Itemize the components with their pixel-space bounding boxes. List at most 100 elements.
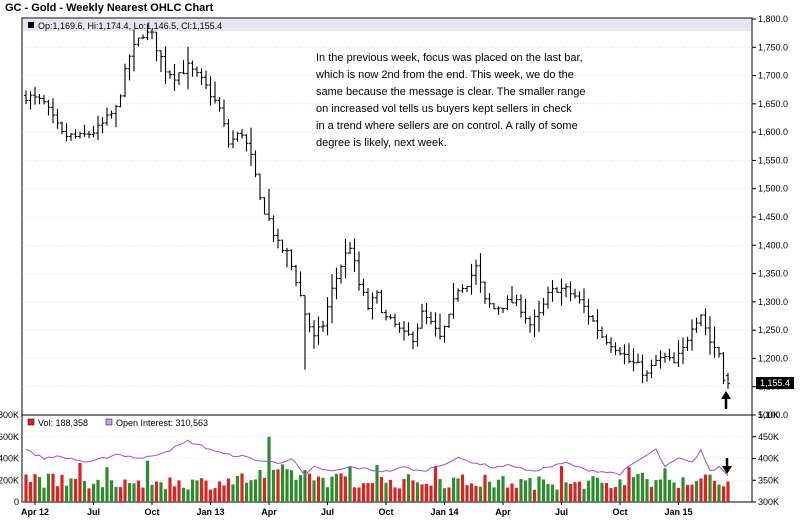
date-tick-label: Oct bbox=[144, 507, 159, 517]
volume-bar bbox=[177, 480, 181, 502]
volume-bar bbox=[478, 486, 483, 502]
volume-bar bbox=[492, 487, 496, 502]
volume-bar bbox=[330, 476, 334, 502]
ohlc-bar bbox=[595, 309, 600, 340]
ohlc-readout: Op:1,169.6, Hi:1,174.4, Lo:1,146.5, Cl:1… bbox=[38, 21, 222, 31]
ohlc-bar bbox=[109, 110, 114, 119]
volume-bar bbox=[469, 483, 474, 502]
volume-bar bbox=[523, 480, 528, 502]
volume-bar bbox=[199, 478, 204, 502]
volume-bar bbox=[658, 479, 663, 502]
price-tick-label: 1,600.0 bbox=[758, 127, 788, 137]
volume-bar bbox=[483, 474, 487, 502]
ohlc-bar bbox=[451, 282, 456, 319]
chart-title: GC - Gold - Weekly Nearest OHLC Chart bbox=[5, 2, 214, 14]
ohlc-bar bbox=[357, 251, 361, 291]
ohlc-bar bbox=[222, 99, 226, 128]
ohlc-bar bbox=[352, 238, 357, 272]
volume-bar bbox=[96, 479, 100, 502]
volume-bar bbox=[550, 484, 555, 502]
price-tick-label: 1,650.0 bbox=[758, 99, 788, 109]
volume-bar bbox=[222, 485, 226, 502]
volume-bar bbox=[361, 483, 366, 502]
ohlc-bar bbox=[262, 197, 267, 215]
ohlc-bar bbox=[96, 115, 100, 141]
volume-bar bbox=[622, 485, 627, 502]
ohlc-bar bbox=[627, 343, 631, 364]
ohlc-bar bbox=[348, 241, 352, 254]
volume-bar bbox=[204, 480, 208, 502]
volume-tick-label: 800K bbox=[0, 410, 19, 420]
volume-bar bbox=[613, 486, 618, 502]
ohlc-bar bbox=[253, 150, 258, 178]
volume-tick-label: 200K bbox=[0, 475, 19, 485]
ohlc-bar bbox=[681, 337, 685, 365]
open-interest-line bbox=[25, 439, 729, 477]
volume-bar bbox=[474, 485, 478, 502]
ohlc-bar bbox=[51, 98, 55, 124]
volume-bar bbox=[60, 474, 64, 502]
volume-bar bbox=[321, 477, 325, 502]
ohlc-bar bbox=[172, 63, 177, 91]
ohlc-bar bbox=[415, 323, 420, 347]
note-line-5: in a trend where sellers are on control.… bbox=[316, 120, 578, 132]
ohlc-bar bbox=[312, 320, 316, 349]
ohlc-bar bbox=[330, 274, 334, 324]
volume-bar bbox=[226, 478, 231, 502]
ohlc-bar bbox=[618, 347, 622, 356]
volume-bar bbox=[51, 473, 55, 502]
volume-bar bbox=[244, 482, 249, 502]
volume-bar bbox=[537, 476, 541, 502]
ohlc-bar bbox=[321, 320, 325, 332]
ohlc-bar bbox=[429, 311, 433, 325]
ohlc-bar bbox=[411, 331, 415, 350]
ohlc-bar bbox=[550, 279, 555, 302]
ohlc-bar bbox=[60, 121, 64, 135]
volume-bar bbox=[136, 480, 141, 502]
ohlc-bar bbox=[136, 37, 141, 47]
volume-bar bbox=[154, 481, 159, 502]
volume-bar bbox=[109, 480, 114, 502]
volume-bar bbox=[582, 488, 586, 502]
open-interest-tick-label: 450K bbox=[758, 432, 779, 442]
volume-bar bbox=[667, 479, 672, 502]
ohlc-bar bbox=[289, 249, 294, 271]
ohlc-bar bbox=[672, 352, 676, 364]
ohlc-bars bbox=[24, 24, 730, 389]
volume-bar bbox=[159, 482, 163, 502]
volume-bar bbox=[253, 479, 258, 502]
volume-bar bbox=[442, 488, 447, 502]
ohlc-bar bbox=[213, 81, 217, 104]
ohlc-bar bbox=[591, 315, 595, 322]
volume-bar bbox=[141, 487, 145, 502]
ohlc-bar bbox=[460, 284, 465, 293]
date-tick-label: Oct bbox=[378, 507, 393, 517]
volume-bar bbox=[105, 467, 109, 502]
ohlc-bar bbox=[649, 359, 654, 379]
ohlc-bar bbox=[487, 292, 492, 308]
ohlc-bar bbox=[154, 31, 159, 62]
ohlc-bar bbox=[33, 86, 37, 105]
ohlc-bar bbox=[123, 63, 127, 98]
volume-bar bbox=[132, 483, 136, 502]
ohlc-bar bbox=[604, 334, 609, 345]
ohlc-bar bbox=[528, 316, 532, 333]
date-tick-label: Oct bbox=[612, 507, 627, 517]
ohlc-bar bbox=[226, 119, 231, 148]
note-line-6: degree is likely, next week. bbox=[316, 137, 447, 149]
ohlc-bar bbox=[168, 70, 172, 79]
down-arrow-icon bbox=[722, 458, 732, 474]
ohlc-bar bbox=[87, 130, 91, 139]
date-tick-label: Jul bbox=[321, 507, 334, 517]
volume-bar bbox=[681, 477, 685, 502]
ohlc-bar bbox=[258, 173, 262, 201]
ohlc-bar bbox=[303, 295, 307, 370]
note-line-2: which is now 2nd from the end. This week… bbox=[315, 69, 574, 81]
volume-bar bbox=[559, 466, 564, 502]
date-tick-label: Jul bbox=[87, 507, 100, 517]
ohlc-bar bbox=[118, 94, 123, 108]
volume-bar bbox=[276, 469, 280, 502]
ohlc-bar bbox=[28, 91, 33, 110]
ohlc-bar bbox=[442, 325, 447, 343]
volume-bar bbox=[411, 480, 415, 502]
